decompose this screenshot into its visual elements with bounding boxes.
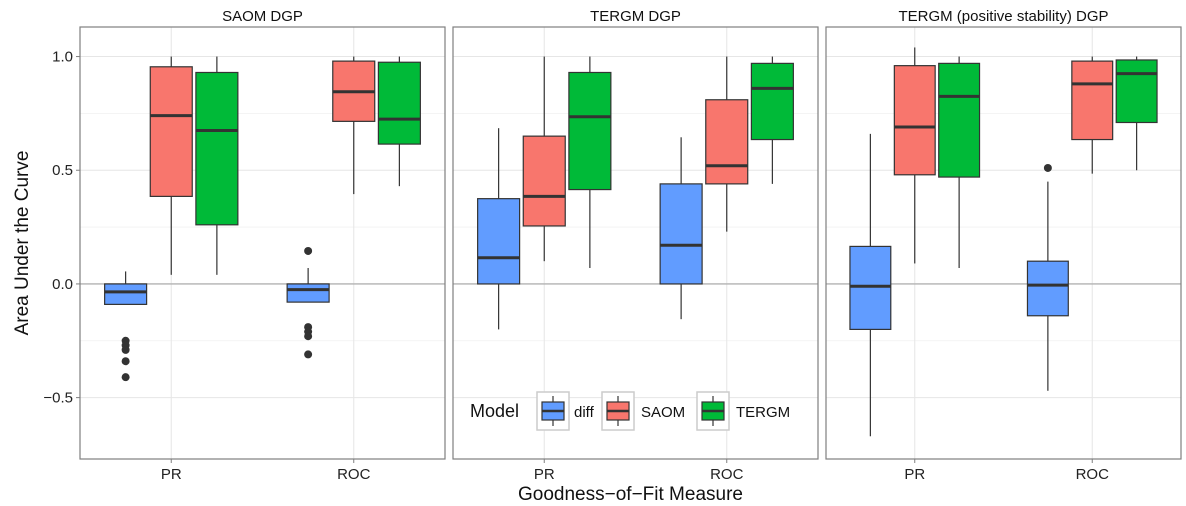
legend-entry-saom: SAOM: [601, 391, 685, 431]
box-saom-roc: [1071, 56, 1114, 174]
x-tick-label: PR: [161, 466, 182, 483]
box-body: [522, 135, 566, 227]
box-saom-pr: [522, 56, 566, 262]
panel-title: SAOM DGP: [222, 8, 303, 25]
outlier-point: [304, 246, 313, 255]
legend: Model diff SAOM TERGM: [470, 391, 790, 431]
box-body: [149, 66, 193, 197]
outlier-point: [121, 345, 130, 354]
box-body: [568, 71, 612, 191]
box-tergm-pr: [568, 56, 612, 269]
y-axis-title: Area Under the Curve: [12, 151, 33, 336]
panel-title: TERGM DGP: [590, 8, 681, 25]
legend-title: Model: [470, 401, 519, 421]
box-body: [477, 198, 521, 285]
box-tergm-roc: [1115, 56, 1158, 171]
x-tick-label: ROC: [1076, 466, 1110, 483]
box-tergm-roc: [750, 56, 794, 184]
box-diff-roc: [1026, 163, 1069, 391]
box-diff-roc: [286, 246, 330, 359]
box-body: [1071, 60, 1114, 141]
y-tick-label: −0.5: [43, 390, 73, 407]
x-axis-title: Goodness−of−Fit Measure: [518, 484, 743, 505]
x-tick-label: ROC: [710, 466, 744, 483]
y-tick-label: 1.0: [52, 49, 73, 66]
legend-entry-diff: diff: [536, 391, 595, 431]
panel-1: SAOM DGP PR ROC: [79, 5, 446, 483]
box-body: [705, 99, 749, 185]
box-body: [750, 62, 794, 141]
box-tergm-pr: [938, 56, 981, 269]
x-tick-label: PR: [534, 466, 555, 483]
legend-label: TERGM: [736, 404, 790, 421]
box-body: [893, 65, 936, 176]
box-body: [104, 283, 148, 305]
y-tick-label: 0.5: [52, 162, 73, 179]
panel-strip: [453, 5, 818, 27]
box-tergm-roc: [377, 56, 421, 187]
x-tick-label: ROC: [337, 466, 371, 483]
box-body: [938, 62, 981, 178]
box-body: [1026, 260, 1069, 317]
panel-strip: [80, 5, 445, 27]
panel-border: [825, 26, 1182, 460]
outlier-point: [121, 357, 130, 366]
box-body: [286, 283, 330, 303]
outlier-point: [1043, 163, 1052, 172]
box-diff-pr: [849, 133, 892, 437]
panel-border: [79, 26, 446, 460]
box-body: [849, 245, 892, 330]
legend-label: SAOM: [641, 404, 685, 421]
box-saom-roc: [705, 56, 749, 232]
box-tergm-pr: [195, 56, 239, 275]
box-saom-roc: [332, 56, 376, 195]
panel-strip: [826, 5, 1181, 27]
box-body: [659, 183, 703, 285]
legend-label: diff: [574, 404, 595, 421]
x-tick-label: PR: [904, 466, 925, 483]
panel-title: TERGM (positive stability) DGP: [898, 8, 1108, 25]
y-tick-label: 0.0: [52, 276, 73, 293]
outlier-point: [304, 350, 313, 359]
panel-3: TERGM (positive stability) DGP PR ROC: [825, 5, 1182, 483]
box-diff-roc: [659, 137, 703, 320]
outlier-point: [121, 373, 130, 382]
panel-border: [452, 26, 819, 460]
outlier-point: [304, 332, 313, 341]
panel-2: TERGM DGP PR ROC: [452, 5, 819, 483]
box-saom-pr: [893, 47, 936, 264]
box-diff-pr: [477, 128, 521, 330]
box-body: [377, 61, 421, 145]
box-body: [1115, 59, 1158, 124]
box-saom-pr: [149, 56, 193, 275]
legend-entry-tergm: TERGM: [696, 391, 790, 431]
box-diff-pr: [104, 271, 148, 382]
box-body: [195, 71, 239, 226]
